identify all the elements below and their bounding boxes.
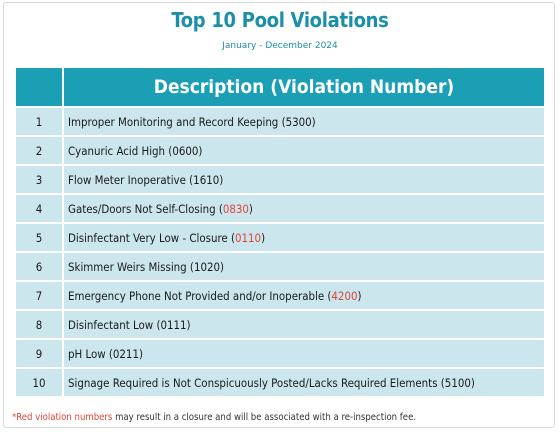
row-description-cell: Cyanuric Acid High (0600) [64, 137, 544, 164]
row-number-cell: 1 [16, 108, 62, 135]
violation-number-close: ) [357, 288, 362, 303]
violation-number: 0110 [234, 230, 262, 245]
header-description-cell: Description (Violation Number) [64, 68, 544, 106]
violation-number: 0211 [112, 346, 139, 361]
violation-number-close: ) [248, 201, 253, 216]
row-number-cell: 3 [16, 166, 62, 193]
table-row: 10 Signage Required is Not Conspicuously … [16, 369, 544, 396]
violation-description: Disinfectant Low ( [68, 317, 161, 332]
violation-number: 4200 [331, 288, 358, 303]
table-row: 2 Cyanuric Acid High (0600) [16, 137, 544, 164]
violation-description: Skimmer Weirs Missing ( [68, 259, 194, 274]
violation-number-close: ) [261, 230, 266, 245]
violation-description: Cyanuric Acid High ( [68, 143, 173, 158]
table-header-row: Description (Violation Number) [16, 68, 544, 106]
table-row: 1 Improper Monitoring and Record Keeping … [16, 108, 544, 135]
table-row: 8 Disinfectant Low (0111) [16, 311, 544, 338]
violation-description: Emergency Phone Not Provided and/or Inop… [68, 288, 332, 303]
violation-number-close: ) [311, 114, 316, 129]
violation-description: Signage Required is Not Conspicuously Po… [68, 375, 445, 390]
header-number-cell [16, 68, 62, 106]
table-row: 7 Emergency Phone Not Provided and/or Ino… [16, 282, 544, 309]
violation-number-close: ) [138, 346, 143, 361]
page-frame [3, 2, 555, 428]
page-subtitle: January - December 2024 [222, 41, 338, 51]
violation-number: 1020 [193, 259, 221, 274]
row-description-cell: pH Low (0211) [64, 340, 544, 367]
page-title: Top 10 Pool Violations [171, 8, 389, 32]
violation-description: Gates/Doors Not Self-Closing ( [68, 201, 223, 216]
row-number-cell: 9 [16, 340, 62, 367]
violation-number-close: ) [220, 259, 225, 274]
row-number-cell: 8 [16, 311, 62, 338]
table-row: 4 Gates/Doors Not Self-Closing (0830) [16, 195, 544, 222]
row-number-cell: 5 [16, 224, 62, 251]
footnote-red-text: *Red violation numbers [12, 412, 113, 423]
row-description-cell: Disinfectant Low (0111) [64, 311, 544, 338]
violation-number-close: ) [198, 143, 203, 158]
footnote: *Red violation numbers may result in a c… [12, 412, 416, 423]
violation-number: 0830 [222, 201, 249, 216]
table-row: 6 Skimmer Weirs Missing (1020) [16, 253, 544, 280]
violation-description: Disinfectant Very Low - Closure ( [68, 230, 235, 245]
violation-number: 5300 [285, 114, 312, 129]
row-number-cell: 7 [16, 282, 62, 309]
violation-number: 0111 [160, 317, 187, 332]
violation-number-close: ) [186, 317, 191, 332]
violation-description: Flow Meter Inoperative ( [68, 172, 194, 187]
violation-number: 5100 [444, 375, 471, 390]
row-number-cell: 6 [16, 253, 62, 280]
table-row: 9 pH Low (0211) [16, 340, 544, 367]
row-number-cell: 2 [16, 137, 62, 164]
violations-table: Description (Violation Number) 1 Improper… [14, 66, 546, 398]
row-description-cell: Flow Meter Inoperative (1610) [64, 166, 544, 193]
row-number-cell: 10 [16, 369, 62, 396]
violation-number-close: ) [470, 375, 475, 390]
violation-description: pH Low ( [68, 346, 113, 361]
row-description-cell: Disinfectant Very Low - Closure (0110) [64, 224, 544, 251]
violation-description: Improper Monitoring and Record Keeping ( [68, 114, 286, 129]
row-description-cell: Signage Required is Not Conspicuously Po… [64, 369, 544, 396]
table-row: 3 Flow Meter Inoperative (1610) [16, 166, 544, 193]
row-description-cell: Improper Monitoring and Record Keeping (… [64, 108, 544, 135]
violation-number-close: ) [219, 172, 224, 187]
violation-number: 1610 [193, 172, 220, 187]
row-description-cell: Gates/Doors Not Self-Closing (0830) [64, 195, 544, 222]
row-description-cell: Skimmer Weirs Missing (1020) [64, 253, 544, 280]
row-number-cell: 4 [16, 195, 62, 222]
table-row: 5 Disinfectant Very Low - Closure (0110) [16, 224, 544, 251]
footnote-text: may result in a closure and will be asso… [112, 412, 417, 423]
row-description-cell: Emergency Phone Not Provided and/or Inop… [64, 282, 544, 309]
violation-number: 0600 [172, 143, 199, 158]
